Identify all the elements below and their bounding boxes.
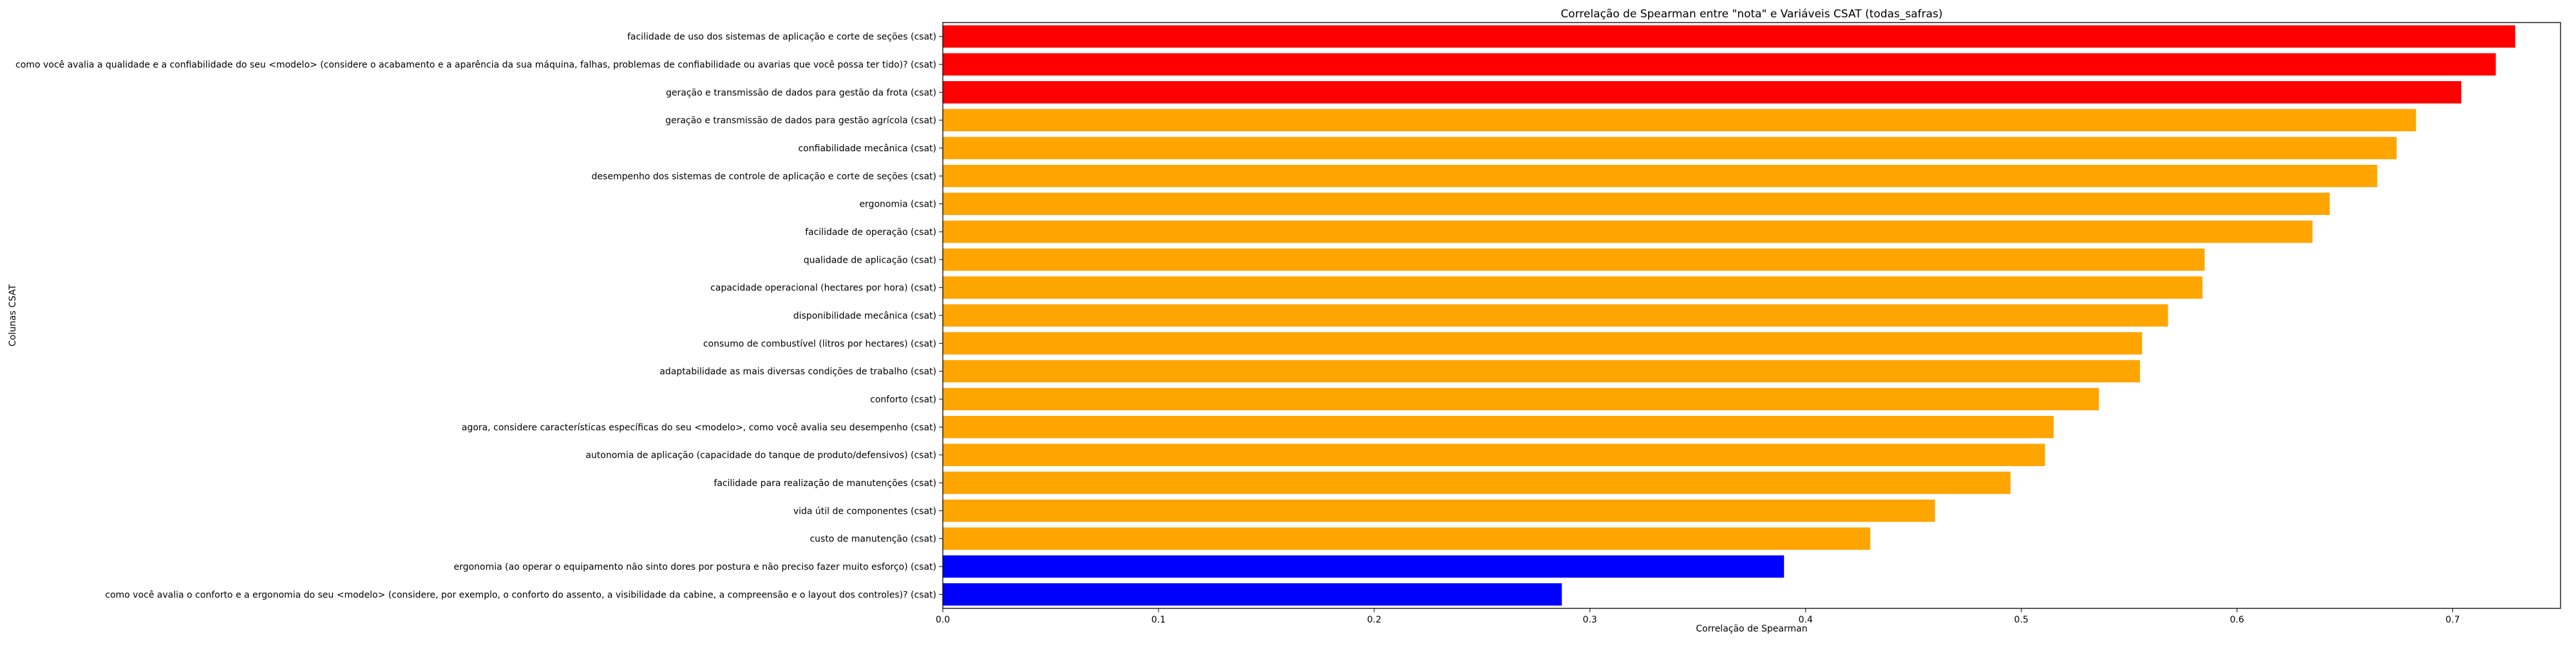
- bar: [943, 360, 2140, 382]
- x-tick-label: 0.7: [2445, 615, 2459, 625]
- y-tick-label: adaptabilidade as mais diversas condiçõe…: [659, 367, 936, 377]
- y-tick-label: desempenho dos sistemas de controle de a…: [592, 171, 936, 182]
- y-axis-label: Colunas CSAT: [8, 284, 18, 346]
- chart-title: Correlação de Spearman entre "nota" e Va…: [1560, 8, 1942, 21]
- y-tick-label: disponibilidade mecânica (csat): [793, 311, 936, 321]
- y-tick-label: geração e transmissão de dados para gest…: [666, 88, 936, 98]
- bar: [943, 81, 2461, 104]
- bar: [943, 304, 2168, 327]
- y-tick-label: qualidade de aplicação (csat): [804, 255, 936, 265]
- y-tick-label: facilidade de operação (csat): [805, 227, 936, 238]
- x-tick-label: 0.6: [2230, 615, 2244, 625]
- y-tick-label: vida útil de componentes (csat): [793, 506, 936, 516]
- bar: [943, 388, 2099, 411]
- bar: [943, 555, 1785, 578]
- y-tick-label: custo de manutenção (csat): [810, 534, 936, 545]
- x-tick-label: 0.2: [1367, 615, 1381, 625]
- y-tick-label: facilidade para realização de manutençõe…: [714, 478, 936, 489]
- bar: [943, 109, 2416, 131]
- y-tick-label: confiabilidade mecânica (csat): [798, 144, 936, 154]
- y-tick-label: como você avalia a qualidade e a confiab…: [15, 60, 936, 70]
- y-tick-label: capacidade operacional (hectares por hor…: [710, 283, 936, 294]
- y-tick-label: ergonomia (ao operar o equipamento não s…: [454, 562, 936, 572]
- x-tick-label: 0.5: [2014, 615, 2029, 625]
- bars-layer: [943, 25, 2515, 606]
- bar: [943, 276, 2203, 299]
- bar: [943, 527, 1871, 550]
- bar: [943, 248, 2205, 271]
- y-tick-label: agora, considere características específ…: [462, 422, 936, 433]
- plot-frame: [942, 22, 2561, 609]
- x-tick-label: 0.3: [1583, 615, 1597, 625]
- x-tick-label: 0.0: [936, 615, 950, 625]
- bar: [943, 583, 1562, 606]
- bar: [943, 192, 2330, 215]
- y-tick-labels: facilidade de uso dos sistemas de aplica…: [15, 32, 943, 600]
- bar: [943, 165, 2378, 187]
- x-tick-label: 0.1: [1151, 615, 1166, 625]
- bar: [943, 471, 2011, 494]
- x-axis-label: Correlação de Spearman: [1696, 624, 1807, 634]
- bar: [943, 220, 2313, 243]
- bar: [943, 500, 1935, 522]
- bar: [943, 444, 2045, 466]
- y-tick-label: geração e transmissão de dados para gest…: [665, 116, 936, 126]
- y-tick-label: autonomia de aplicação (capacidade do ta…: [585, 451, 936, 461]
- bar: [943, 332, 2143, 355]
- bar: [943, 416, 2054, 438]
- y-tick-label: como você avalia o conforto e a ergonomi…: [105, 590, 936, 600]
- y-tick-label: facilidade de uso dos sistemas de aplica…: [627, 32, 936, 42]
- y-tick-label: ergonomia (csat): [859, 200, 936, 210]
- bar: [943, 136, 2397, 160]
- y-tick-label: consumo de combustível (litros por hecta…: [703, 339, 936, 349]
- bar: [943, 25, 2515, 48]
- x-tick-label: 0.4: [1799, 615, 1813, 625]
- y-tick-label: conforto (csat): [870, 395, 936, 405]
- x-ticks: 0.0 0.1 0.2 0.3 0.4 0.5 0.6 0.7: [936, 608, 2460, 625]
- bar: [943, 53, 2496, 76]
